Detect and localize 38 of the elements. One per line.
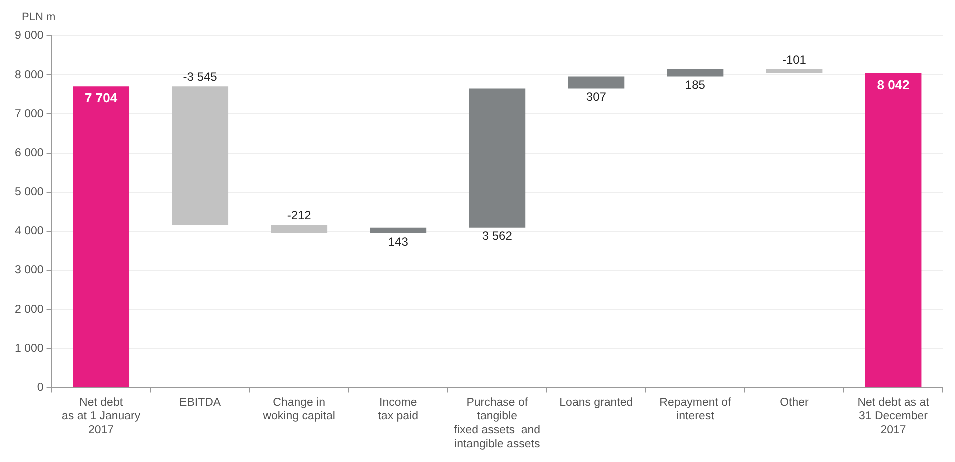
- y-tick-label: 8 000: [14, 69, 44, 82]
- data-label: 7 704: [85, 90, 118, 106]
- y-tick-label: 4 000: [14, 226, 44, 238]
- x-tick-label: EBITDA: [180, 396, 222, 409]
- data-label: -3 545: [183, 70, 218, 84]
- y-axis-title: PLN m: [22, 12, 56, 24]
- x-tick-label: Net debt as at 31 December 2017: [858, 396, 930, 436]
- bar: [865, 73, 922, 388]
- data-label: 185: [685, 78, 706, 92]
- data-label: -101: [782, 52, 807, 67]
- x-tick-label: Loans granted: [560, 396, 634, 409]
- bar: [370, 228, 427, 234]
- data-label: 8 042: [877, 78, 910, 93]
- data-label: 143: [388, 234, 409, 249]
- data-label: 307: [586, 90, 607, 104]
- y-tick-label: 6 000: [14, 147, 44, 160]
- x-tick-label: Purchase of tangible fixed assets and intangible assets: [454, 396, 541, 450]
- y-tick-label: 9 000: [14, 30, 44, 42]
- x-tick-label: Income tax paid: [378, 396, 419, 423]
- y-tick-label: 2 000: [14, 304, 44, 316]
- y-tick-label: 1 000: [14, 342, 44, 355]
- x-tick-label: Repayment of interest: [660, 396, 732, 423]
- data-label: -212: [287, 208, 312, 223]
- y-tick-label: 3 000: [14, 264, 44, 277]
- bar: [469, 88, 526, 228]
- y-tick-label: 0: [37, 382, 44, 394]
- bar: [172, 86, 229, 226]
- bar: [568, 76, 625, 89]
- x-tick-label: Change in woking capital: [262, 396, 336, 423]
- y-tick-label: 5 000: [14, 186, 44, 199]
- x-tick-label: Net debt as at 1 January 2017: [62, 396, 141, 436]
- bar: [766, 69, 823, 74]
- bar: [271, 225, 328, 234]
- bar: [667, 69, 724, 77]
- bar: [73, 86, 130, 388]
- y-tick-label: 7 000: [14, 108, 44, 120]
- x-tick-label: Other: [780, 396, 810, 409]
- data-label: 3 562: [482, 229, 513, 244]
